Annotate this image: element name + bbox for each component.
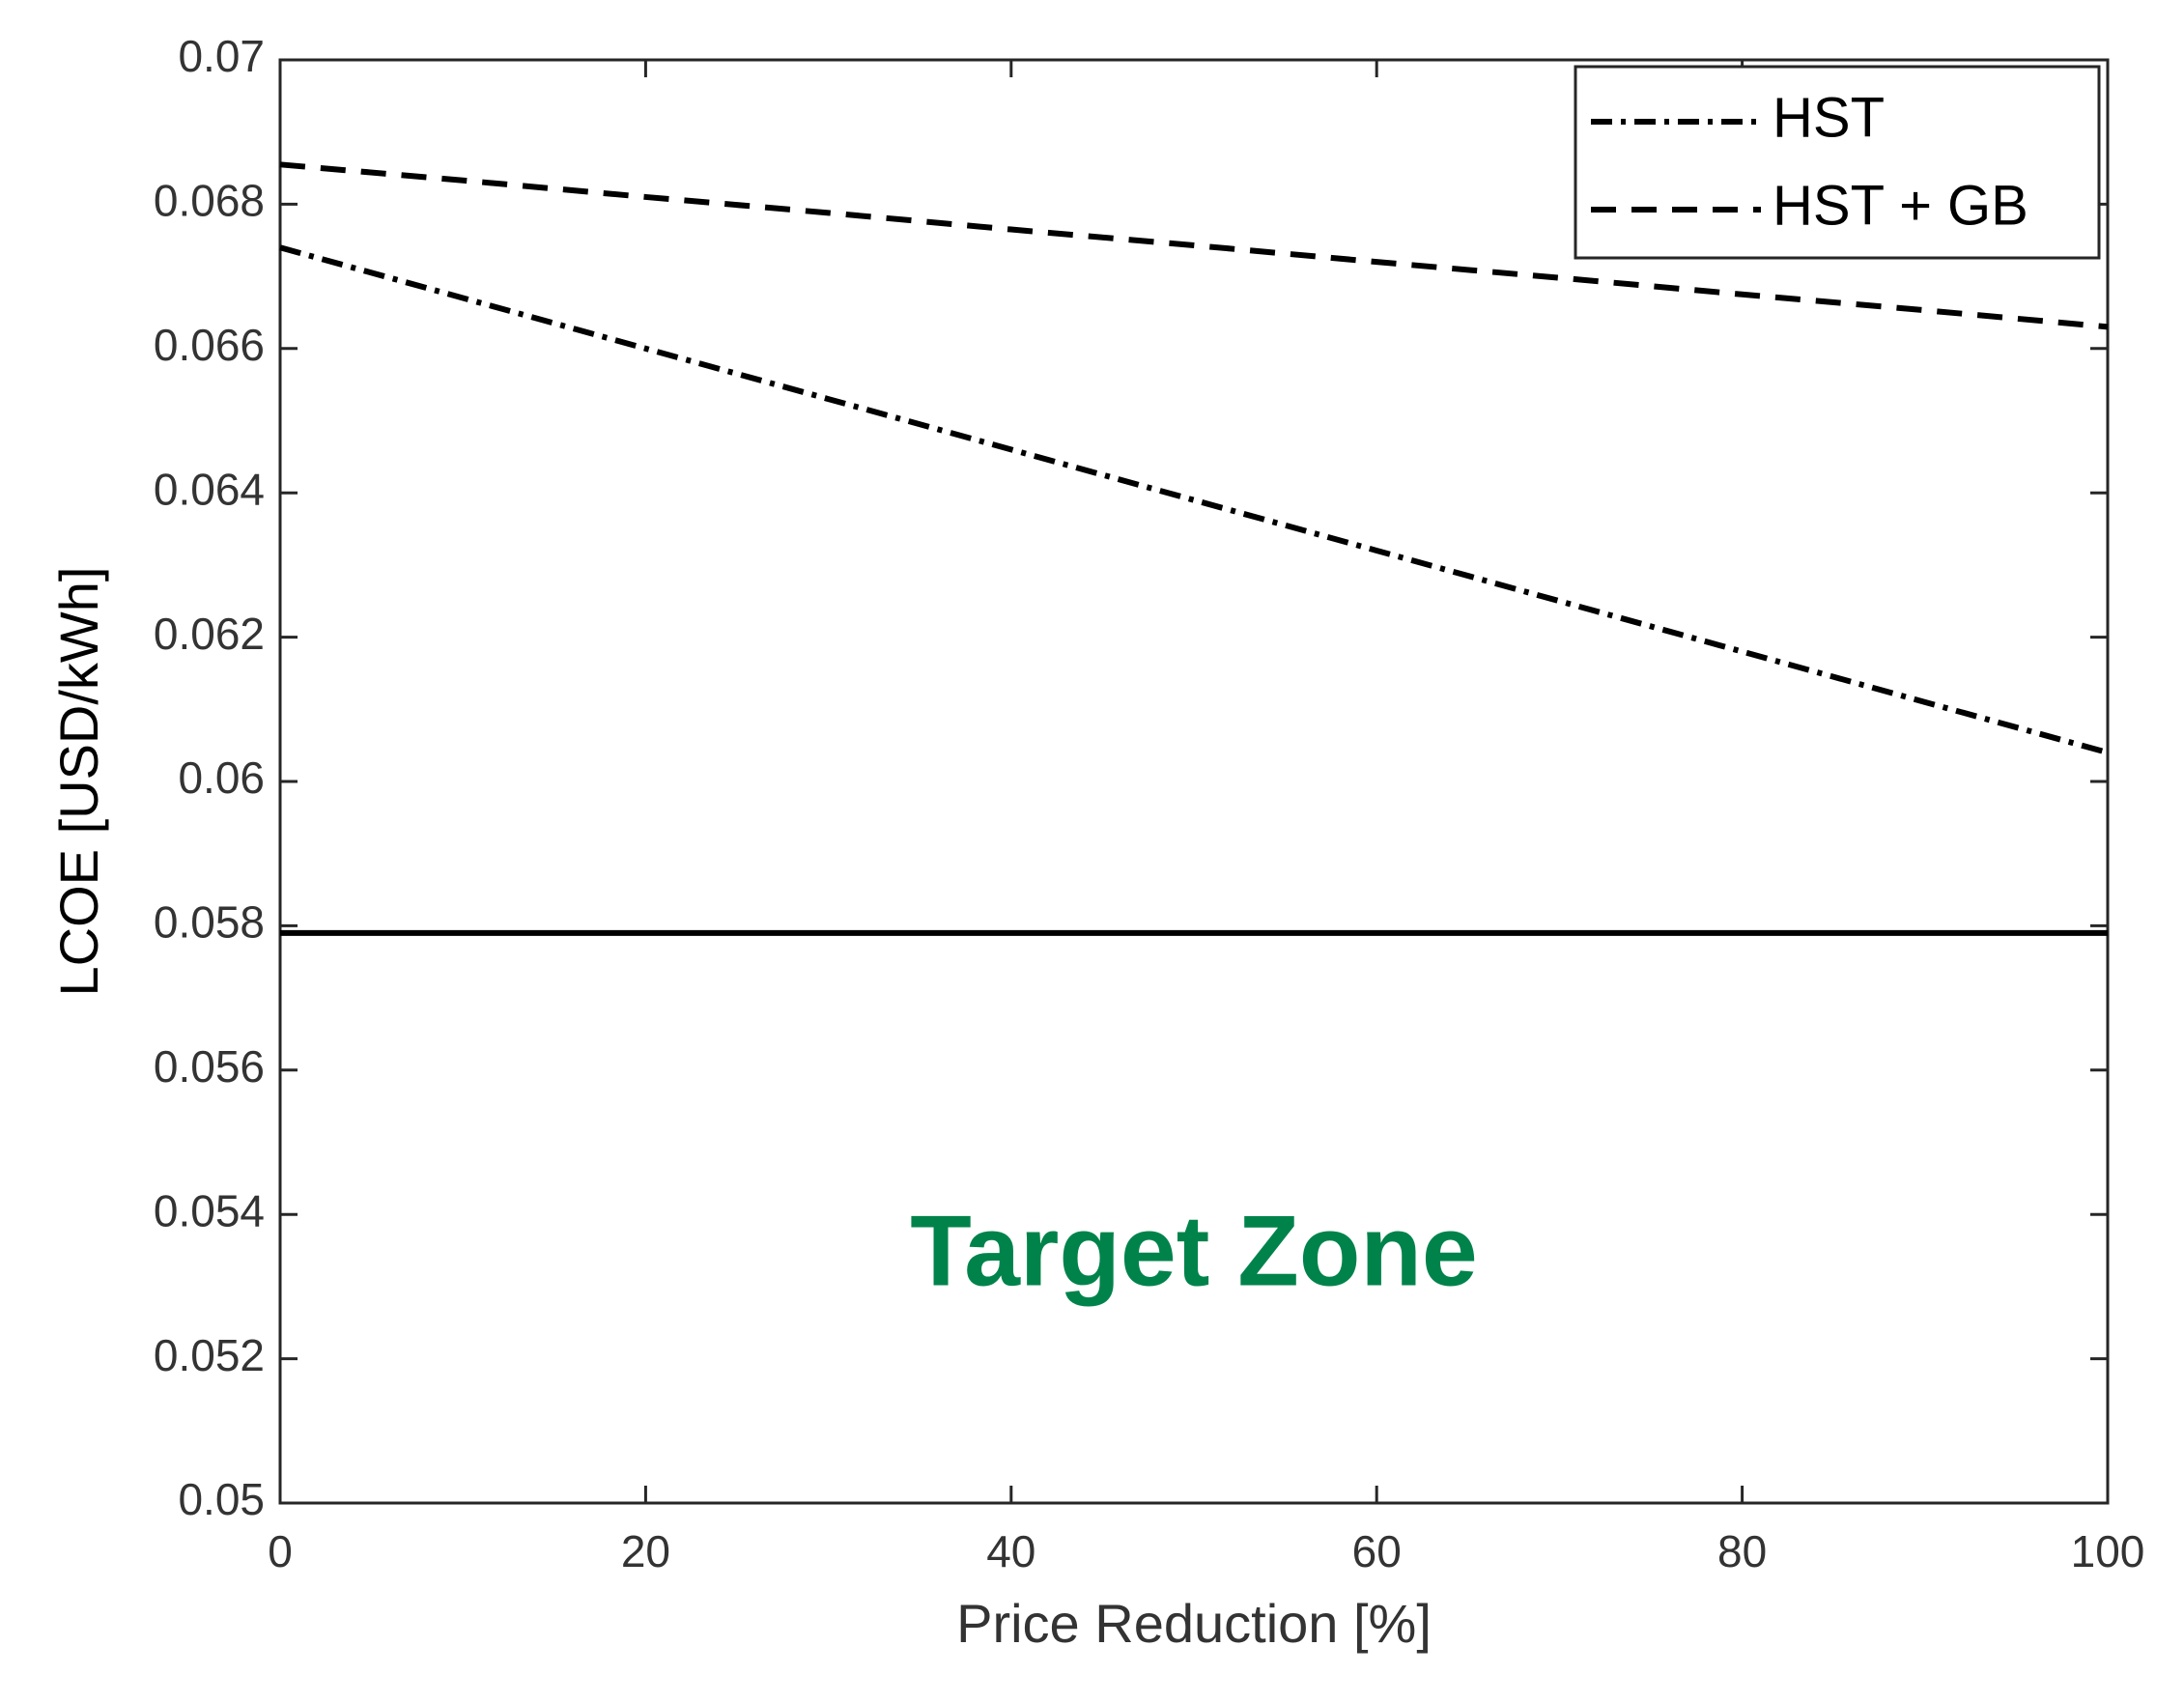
x-axis-label: Price Reduction [%] xyxy=(956,1593,1432,1654)
x-tick-label: 60 xyxy=(1352,1526,1402,1576)
legend-box xyxy=(1574,65,2101,260)
annotation: Target Zone xyxy=(910,1195,1477,1307)
y-tick-label: 0.056 xyxy=(154,1041,265,1092)
y-tick-label: 0.064 xyxy=(154,464,265,514)
y-tick-label: 0.058 xyxy=(154,897,265,948)
y-tick-label: 0.052 xyxy=(154,1330,265,1380)
x-tick-label: 0 xyxy=(268,1526,293,1576)
x-tick-label: 40 xyxy=(986,1526,1035,1576)
y-tick-label: 0.07 xyxy=(178,31,265,81)
x-tick-label: 80 xyxy=(1717,1526,1767,1576)
plot-frame xyxy=(278,58,2110,1505)
y-axis-label: LCOE [USD/kWh] xyxy=(48,567,109,997)
y-tick-label: 0.05 xyxy=(178,1474,265,1524)
x-tick-label: 100 xyxy=(2071,1526,2145,1576)
x-tick-label: 20 xyxy=(621,1526,670,1576)
y-tick-label: 0.068 xyxy=(154,176,265,226)
series-line xyxy=(279,161,2109,330)
y-tick-label: 0.06 xyxy=(178,752,265,803)
series-line xyxy=(279,244,2109,756)
y-tick-label: 0.062 xyxy=(154,609,265,659)
legend-label: HST + GB xyxy=(1773,174,2028,237)
y-tick-label: 0.054 xyxy=(154,1185,265,1235)
legend-label: HST xyxy=(1773,86,1885,149)
y-tick-label: 0.066 xyxy=(154,320,265,370)
